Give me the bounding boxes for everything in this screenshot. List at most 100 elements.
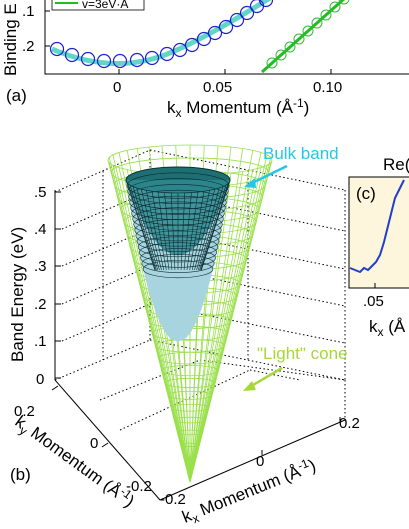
panel-b-label: (b) (10, 465, 31, 484)
data-circles (49, 0, 274, 69)
data-circle (229, 12, 245, 28)
data-circle (96, 53, 112, 69)
ky-tick: -0.2 (126, 478, 152, 495)
ky-tick: 0 (90, 435, 98, 452)
gridline (199, 359, 346, 381)
panel-a-xtick: 0 (113, 79, 121, 96)
cone-label: "Light" cone (257, 344, 348, 363)
z-ticks: .5 .4 .3 .2 .1 0 (34, 184, 61, 388)
gridline (54, 149, 151, 193)
data-circle (64, 47, 80, 63)
panel-c-xlabel: kx (Å (369, 317, 406, 339)
bulk-generator (140, 189, 162, 271)
data-circle (49, 41, 65, 57)
data-circle (80, 51, 96, 67)
panel-b: .5 .4 .3 .2 .1 0 Band Energy (eV) (8, 144, 360, 529)
ztick-label: 0 (36, 371, 44, 388)
cone-generator (189, 172, 232, 483)
bulk-band-arrowhead (244, 178, 256, 188)
ztick-label: .3 (34, 258, 47, 275)
bulk-generator (200, 183, 229, 271)
ky-tick: 0.2 (14, 403, 35, 420)
green-circle (302, 25, 314, 37)
cone-arrow (247, 366, 283, 390)
green-circle (266, 57, 278, 69)
data-circle (129, 52, 145, 68)
green-circle (320, 9, 332, 21)
ky-tick-mark (101, 442, 109, 448)
panel-a-ytick: .2 (22, 38, 35, 55)
panel-a-xtick: 0.10 (313, 79, 342, 96)
panel-c-plot-frame (348, 176, 409, 289)
ztick-label: .2 (34, 296, 47, 313)
data-circle (239, 5, 255, 21)
bulk-generator (126, 181, 156, 271)
bulk-generator (170, 192, 176, 271)
kx-tick: -0.2 (160, 491, 186, 508)
kx-axis (159, 419, 346, 501)
cone-generator (189, 171, 244, 483)
legend-box (51, 0, 145, 11)
green-circle (311, 17, 323, 29)
green-circle (293, 33, 305, 45)
green-circles (266, 0, 350, 69)
ztick-label: .5 (34, 184, 47, 201)
cone-generator (189, 169, 254, 483)
bulk-generator (183, 192, 192, 271)
ztick-label: .4 (34, 221, 47, 238)
bulk-generator (164, 192, 173, 271)
panel-c-label: (c) (356, 184, 376, 203)
kx-tick: 0.2 (339, 415, 360, 432)
bulk-generator (186, 191, 199, 271)
ky-tick-mark (51, 385, 59, 391)
data-circle (144, 50, 160, 66)
cone-generator (118, 167, 191, 483)
green-circle (275, 49, 287, 61)
bulk-generator (129, 184, 157, 271)
panel-b-zlabel: Band Energy (eV) (8, 227, 27, 362)
bulk-generator (146, 190, 165, 271)
cone-generator (189, 152, 262, 483)
bulk-generator (136, 187, 160, 271)
cone-generator (112, 154, 191, 483)
data-circle (172, 42, 188, 58)
panel-a-ylabel: Binding E (1, 3, 20, 76)
bulk-generator (194, 189, 216, 271)
panel-a: v=3eV·Å Binding E .1 .2 (a) 0 0.05 0.10 … (1, 0, 409, 120)
cone-generator (189, 154, 268, 483)
gridline (149, 149, 346, 191)
ztick-label: .1 (34, 333, 47, 350)
panel-c: Re( (c) .05 kx (Å (348, 155, 409, 339)
gridline (61, 303, 151, 342)
data-circle (218, 19, 234, 35)
panel-c-curve (349, 179, 405, 274)
panel-a-xlabel: kx Momentum (Å-1) (167, 96, 309, 120)
panel-a-legend: v=3eV·Å (51, 0, 145, 11)
panel-c-title: Re( (383, 155, 409, 174)
bulk-generator (127, 183, 156, 271)
bulk-generator (196, 187, 220, 271)
bulk-generator (132, 186, 159, 271)
data-circle (112, 53, 128, 69)
cone-arrowhead (243, 381, 256, 391)
bulk-generator (151, 191, 167, 271)
green-circle (338, 0, 350, 5)
cone-generator (108, 157, 191, 483)
data-circle (184, 37, 200, 53)
cone-generator (189, 150, 254, 483)
gridline (54, 339, 151, 381)
bulk-generator (157, 191, 170, 271)
data-circle (207, 25, 223, 41)
green-circle (329, 1, 341, 13)
data-circle (258, 0, 274, 8)
bulk-generator (197, 186, 224, 271)
bulk-generator (180, 192, 186, 271)
cone-generator (189, 148, 244, 483)
cone-generator (189, 157, 272, 483)
fit-curve (51, 0, 272, 66)
gridline (249, 369, 301, 381)
bulk-generator (191, 190, 210, 271)
gridline (149, 339, 346, 381)
panel-b-xlabel: kx Momentum (Å-1) (179, 454, 320, 529)
